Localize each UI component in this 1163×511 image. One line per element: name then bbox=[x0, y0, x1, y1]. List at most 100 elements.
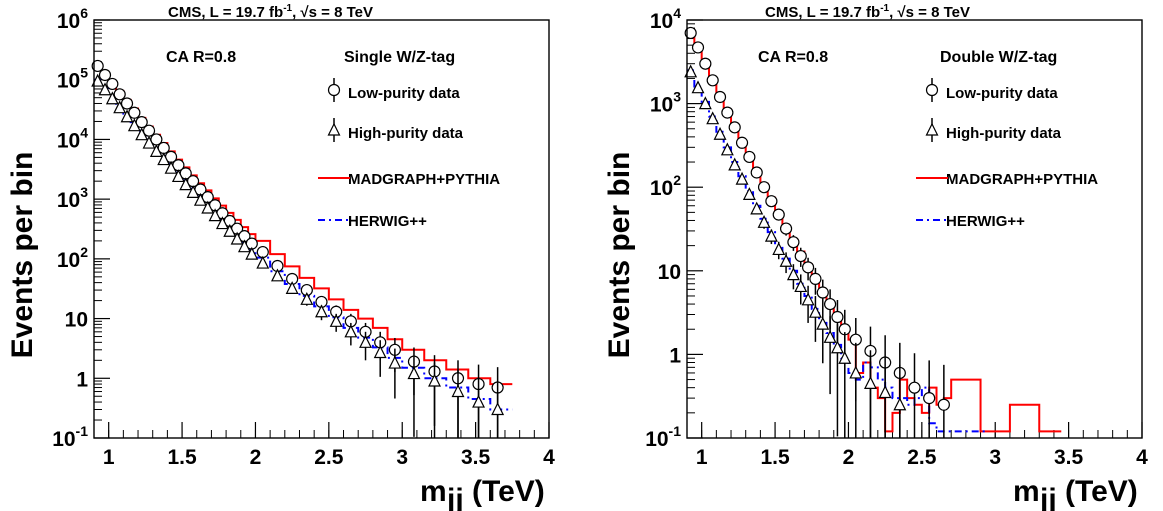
x-tick-label: 1 bbox=[696, 446, 708, 469]
low-purity-point bbox=[750, 166, 763, 179]
low-purity-point bbox=[728, 121, 741, 134]
high-purity-point bbox=[830, 340, 844, 354]
high-purity-point bbox=[878, 385, 892, 399]
high-purity-point bbox=[691, 80, 705, 94]
chart-header: CMS, L = 19.7 fb-1, √s = 8 TeV bbox=[765, 3, 970, 21]
x-tick-label: 1.5 bbox=[167, 446, 197, 469]
high-purity-point bbox=[91, 73, 105, 87]
high-purity-point bbox=[300, 291, 314, 305]
high-purity-point bbox=[428, 373, 441, 387]
low-purity-point bbox=[128, 106, 141, 119]
high-purity-point bbox=[164, 160, 178, 174]
low-purity-point bbox=[816, 286, 829, 299]
x-axis-label: m jj (TeV) bbox=[420, 475, 545, 511]
low-purity-point bbox=[794, 249, 807, 263]
x-tick-label: 2 bbox=[250, 446, 262, 469]
y-tick-label: 103 bbox=[57, 184, 88, 212]
high-purity-point bbox=[794, 279, 808, 293]
legend: Low-purity data High-purity data MADGRAP… bbox=[946, 85, 1098, 230]
high-purity-point bbox=[135, 127, 149, 141]
high-purity-point bbox=[750, 201, 764, 215]
low-purity-point bbox=[757, 181, 771, 194]
x-tick-label: 2.5 bbox=[314, 446, 344, 469]
high-purity-point bbox=[315, 304, 328, 318]
y-tick-label: 102 bbox=[57, 244, 88, 272]
x-tick-label: 2 bbox=[843, 446, 855, 469]
high-purity-point bbox=[472, 394, 486, 408]
high-purity-point bbox=[215, 216, 229, 230]
legend-low-marker bbox=[327, 83, 341, 97]
high-purity-point bbox=[764, 228, 778, 242]
y-tick-label: 102 bbox=[650, 172, 681, 200]
legend-low: Low-purity data bbox=[348, 85, 460, 102]
legend-low: Low-purity data bbox=[946, 85, 1058, 102]
low-purity-point bbox=[801, 261, 815, 274]
high-purity-point bbox=[757, 214, 771, 228]
high-purity-point bbox=[684, 64, 698, 78]
legend-herwig: HERWIG++ bbox=[348, 213, 427, 230]
high-purity-point bbox=[105, 91, 119, 105]
low-purity-point bbox=[684, 26, 697, 40]
high-purity-point bbox=[230, 231, 244, 245]
legend-marks bbox=[916, 78, 948, 221]
high-purity-point bbox=[713, 126, 727, 140]
legend-herwig: HERWIG++ bbox=[946, 213, 1025, 230]
high-purity-point bbox=[735, 171, 749, 185]
high-purity-point bbox=[720, 142, 734, 156]
legend-madgraph: MADGRAPH+PYTHIA bbox=[348, 171, 500, 188]
low-purity-point bbox=[699, 57, 712, 70]
high-purity-point bbox=[256, 255, 270, 269]
low-purity-point bbox=[106, 77, 119, 91]
high-purity-point bbox=[779, 253, 793, 267]
low-purity-point bbox=[831, 310, 844, 324]
plot-frame bbox=[93, 19, 550, 439]
x-tick-label: 4 bbox=[1136, 446, 1148, 469]
chart-single-tag: CMS, L = 19.7 fb-1, √s = 8 TeV Events pe… bbox=[6, 3, 555, 511]
low-purity-point bbox=[120, 97, 134, 110]
high-purity-point bbox=[838, 350, 852, 364]
x-tick-label: 1.5 bbox=[760, 446, 790, 469]
low-purity-point bbox=[113, 88, 126, 101]
high-purity-point bbox=[127, 118, 141, 132]
high-purity-point bbox=[786, 267, 800, 281]
high-purity-point bbox=[285, 281, 299, 295]
high-purity-point bbox=[142, 135, 156, 149]
high-purity-point bbox=[491, 402, 505, 416]
tag-label: Double W/Z-tag bbox=[940, 49, 1057, 66]
low-purity-point bbox=[713, 90, 727, 104]
legend-high: High-purity data bbox=[348, 125, 464, 142]
high-purity-point bbox=[344, 324, 358, 338]
high-purity-point bbox=[120, 109, 134, 123]
legend-madgraph: MADGRAPH+PYTHIA bbox=[946, 171, 1098, 188]
low-purity-point bbox=[98, 68, 112, 82]
high-purity-point bbox=[849, 365, 863, 379]
high-purity-point bbox=[706, 111, 720, 125]
y-tick-label: 1 bbox=[669, 344, 681, 367]
x-axis-label-unit: (TeV) bbox=[1065, 475, 1138, 508]
high-purity-point bbox=[171, 169, 185, 183]
x-axis-label-sub: jj bbox=[446, 483, 464, 511]
plot-area: 10-1 1 10 102 103 104 105 106 1 1.5 2 2.5 3 3.5 4 bbox=[52, 5, 555, 469]
y-axis-label: Events per bin bbox=[6, 152, 39, 359]
algo-label: CA R=0.8 bbox=[166, 49, 236, 66]
high-purity-point bbox=[193, 192, 207, 206]
high-purity-point bbox=[373, 345, 387, 359]
x-tick-label: 3.5 bbox=[461, 446, 491, 469]
x-tick-label: 3 bbox=[396, 446, 408, 469]
y-tick-label: 10 bbox=[658, 261, 681, 284]
x-tick-label: 2.5 bbox=[907, 446, 937, 469]
x-axis-label: m jj (TeV) bbox=[1013, 475, 1138, 511]
high-purity-point bbox=[893, 397, 907, 411]
y-tick-label: 106 bbox=[57, 5, 88, 33]
x-axis-label-m: m bbox=[1013, 475, 1040, 508]
high-purity-point bbox=[863, 376, 877, 389]
high-purity-point bbox=[208, 208, 222, 222]
x-axis-label-m: m bbox=[420, 475, 447, 508]
high-purity-point bbox=[245, 246, 259, 260]
high-purity-point bbox=[223, 223, 237, 237]
x-tick-label: 3 bbox=[989, 446, 1001, 469]
y-tick-label: 103 bbox=[650, 89, 681, 117]
low-purity-point bbox=[765, 195, 778, 208]
chart-header: CMS, L = 19.7 fb-1, √s = 8 TeV bbox=[168, 3, 373, 21]
y-tick-label: 10-1 bbox=[52, 423, 88, 451]
